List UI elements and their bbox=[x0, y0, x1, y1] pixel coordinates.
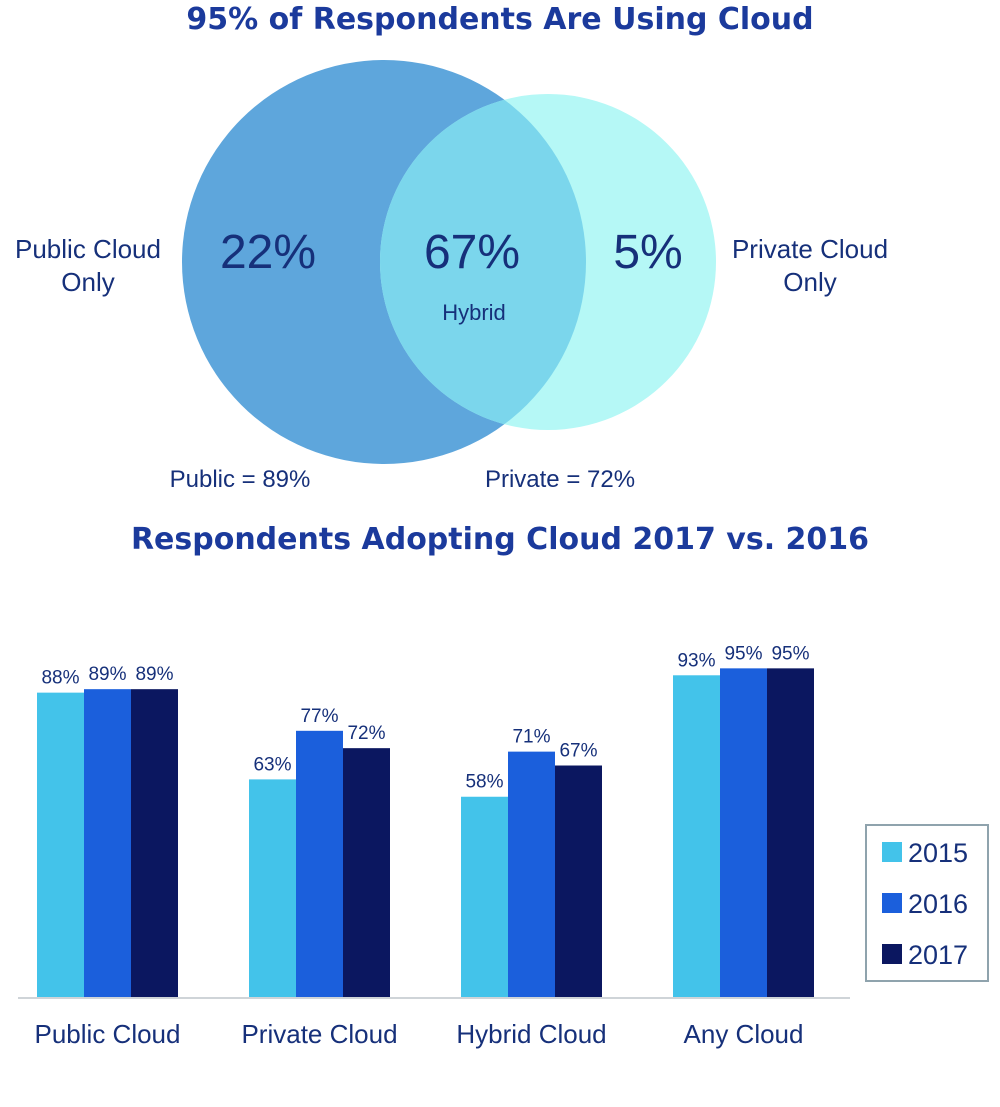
category-label-1: Private Cloud bbox=[241, 1019, 397, 1049]
bar-2016-1 bbox=[296, 730, 343, 998]
venn-title: 95% of Respondents Are Using Cloud bbox=[186, 2, 814, 37]
bar-label-2016-3: 95% bbox=[724, 643, 762, 664]
public-only-label-line1: Public Cloud bbox=[15, 234, 161, 264]
bar-2017-0 bbox=[131, 689, 178, 998]
category-label-2: Hybrid Cloud bbox=[456, 1019, 606, 1049]
public-only-label-line2: Only bbox=[61, 267, 114, 297]
bar-label-2016-2: 71% bbox=[512, 727, 550, 748]
bar-label-2015-1: 63% bbox=[253, 754, 291, 775]
private-only-percentage: 5% bbox=[613, 226, 682, 279]
bar-label-2017-1: 72% bbox=[347, 723, 385, 744]
bar-2016-3 bbox=[720, 668, 767, 998]
hybrid-label: Hybrid bbox=[442, 300, 506, 325]
bar-2017-1 bbox=[343, 748, 390, 998]
hybrid-overlap-region bbox=[380, 94, 586, 430]
legend: 2015 2016 2017 bbox=[865, 824, 989, 982]
bar-2015-3 bbox=[673, 675, 720, 998]
private-only-label-line1: Private Cloud bbox=[732, 234, 888, 264]
bar-2015-0 bbox=[37, 692, 84, 998]
legend-label-2017: 2017 bbox=[908, 940, 968, 970]
category-label-3: Any Cloud bbox=[684, 1019, 804, 1049]
legend-swatch-2016 bbox=[882, 893, 902, 913]
bar-2017-3 bbox=[767, 668, 814, 998]
bar-label-2016-0: 89% bbox=[88, 664, 126, 685]
legend-label-2016: 2016 bbox=[908, 889, 968, 919]
bar-label-2017-3: 95% bbox=[771, 643, 809, 664]
bar-label-2017-0: 89% bbox=[135, 664, 173, 685]
bar-2015-1 bbox=[249, 779, 296, 998]
venn-diagram: Public Cloud Only Private Cloud Only 22%… bbox=[15, 60, 888, 493]
bar-label-2015-3: 93% bbox=[677, 650, 715, 671]
public-total-label: Public = 89% bbox=[170, 466, 311, 493]
legend-swatch-2015 bbox=[882, 842, 902, 862]
bar-2017-2 bbox=[555, 765, 602, 998]
legend-label-2015: 2015 bbox=[908, 838, 968, 868]
legend-swatch-2017 bbox=[882, 944, 902, 964]
bar-2016-0 bbox=[84, 689, 131, 998]
category-label-0: Public Cloud bbox=[35, 1019, 181, 1049]
bar-2016-2 bbox=[508, 751, 555, 998]
private-total-label: Private = 72% bbox=[485, 466, 635, 493]
bar-chart-title: Respondents Adopting Cloud 2017 vs. 2016 bbox=[130, 522, 870, 557]
private-only-label-line2: Only bbox=[783, 267, 836, 297]
bar-label-2015-2: 58% bbox=[465, 772, 503, 793]
hybrid-percentage: 67% bbox=[424, 226, 520, 279]
public-only-percentage: 22% bbox=[220, 226, 316, 279]
bar-2015-2 bbox=[461, 796, 508, 998]
bar-label-2016-1: 77% bbox=[300, 706, 338, 727]
legend-box bbox=[865, 824, 989, 982]
bar-label-2015-0: 88% bbox=[41, 668, 79, 689]
bar-label-2017-2: 67% bbox=[559, 741, 597, 762]
